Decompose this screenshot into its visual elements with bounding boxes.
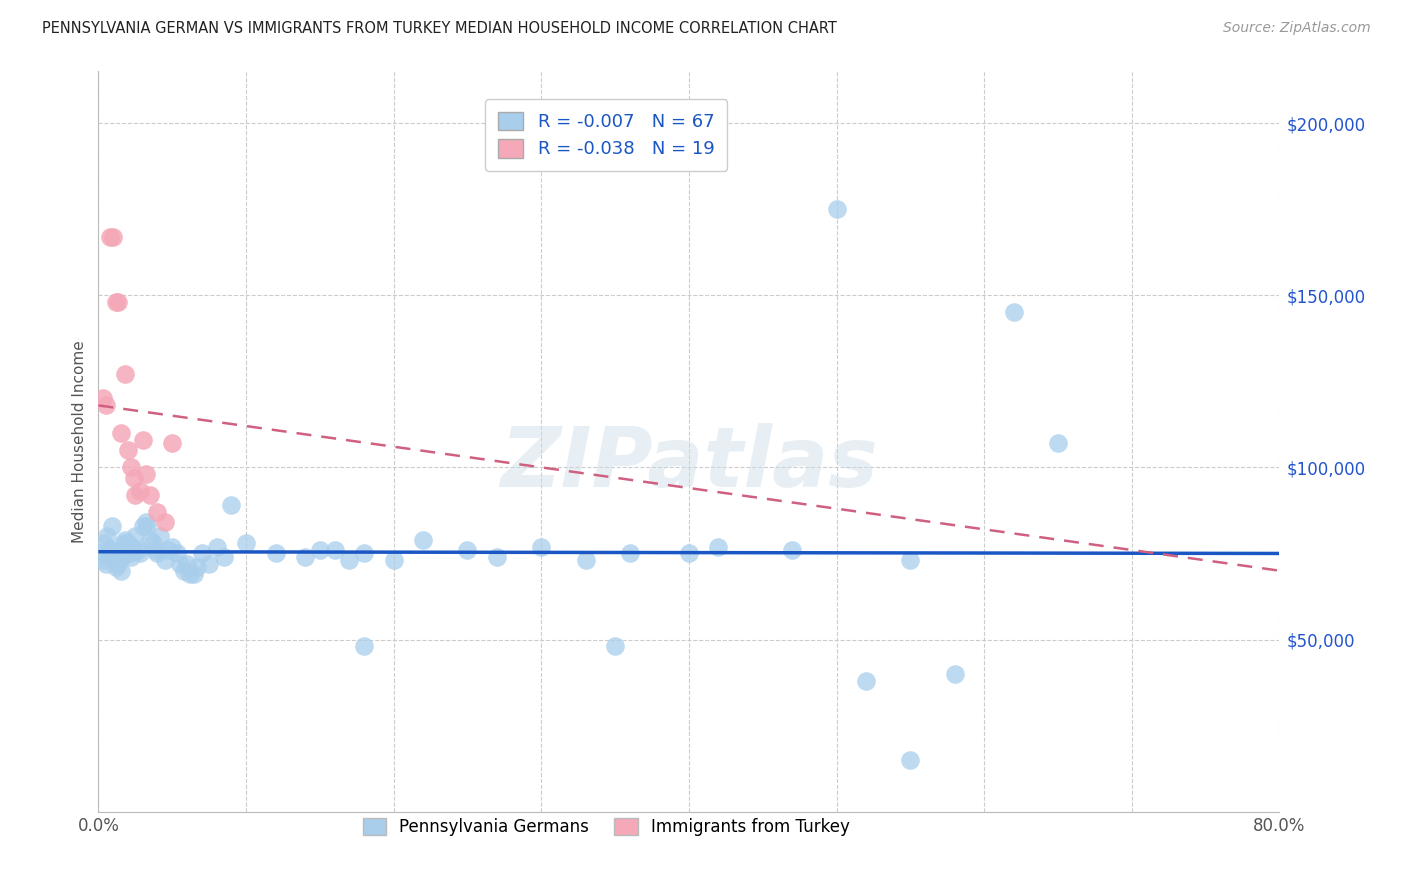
Point: [128, 484, 150, 499]
Point: [103, 543, 125, 558]
Point: [353, 640, 375, 654]
Point: [107, 557, 129, 571]
Point: [382, 553, 405, 567]
Text: ZIPatlas: ZIPatlas: [501, 423, 877, 504]
Point: [124, 488, 146, 502]
Point: [149, 529, 172, 543]
Point: [91, 553, 114, 567]
Point: [855, 673, 877, 688]
Point: [121, 540, 143, 554]
Point: [104, 546, 127, 560]
Legend: Pennsylvania Germans, Immigrants from Turkey: Pennsylvania Germans, Immigrants from Tu…: [354, 809, 858, 844]
Point: [186, 560, 208, 574]
Point: [120, 549, 142, 564]
Point: [105, 295, 128, 310]
Point: [135, 516, 157, 530]
Point: [97, 549, 120, 564]
Point: [943, 667, 966, 681]
Text: PENNSYLVANIA GERMAN VS IMMIGRANTS FROM TURKEY MEDIAN HOUSEHOLD INCOME CORRELATIO: PENNSYLVANIA GERMAN VS IMMIGRANTS FROM T…: [42, 21, 837, 37]
Point: [114, 533, 136, 547]
Point: [339, 553, 361, 567]
Point: [782, 543, 804, 558]
Point: [110, 425, 132, 440]
Point: [135, 467, 157, 482]
Point: [323, 543, 346, 558]
Point: [114, 368, 136, 382]
Point: [605, 640, 627, 654]
Point: [98, 543, 121, 558]
Point: [353, 546, 375, 560]
Point: [124, 529, 146, 543]
Point: [100, 519, 122, 533]
Point: [457, 543, 479, 558]
Point: [162, 436, 183, 450]
Point: [530, 540, 553, 554]
Point: [146, 546, 169, 560]
Point: [235, 536, 257, 550]
Point: [91, 392, 114, 406]
Point: [900, 553, 922, 567]
Point: [179, 567, 201, 582]
Point: [221, 498, 243, 512]
Point: [146, 505, 169, 519]
Point: [94, 557, 117, 571]
Point: [93, 536, 115, 550]
Point: [198, 557, 221, 571]
Point: [128, 546, 150, 560]
Point: [112, 536, 135, 550]
Point: [619, 546, 641, 560]
Point: [309, 543, 332, 558]
Point: [169, 557, 191, 571]
Point: [105, 560, 128, 574]
Point: [153, 553, 176, 567]
Point: [707, 540, 730, 554]
Point: [183, 567, 205, 582]
Point: [136, 519, 159, 533]
Point: [412, 533, 434, 547]
Point: [107, 295, 129, 310]
Point: [156, 543, 179, 558]
Point: [111, 549, 134, 564]
Point: [166, 546, 188, 560]
Point: [132, 433, 155, 447]
Point: [162, 540, 183, 554]
Point: [110, 564, 132, 578]
Point: [264, 546, 287, 560]
Point: [98, 229, 121, 244]
Point: [120, 460, 142, 475]
Point: [294, 549, 316, 564]
Point: [139, 533, 162, 547]
Point: [900, 753, 922, 767]
Point: [90, 546, 112, 560]
Point: [486, 549, 509, 564]
Y-axis label: Median Household Income: Median Household Income: [72, 340, 87, 543]
Point: [678, 546, 700, 560]
Point: [1002, 305, 1025, 319]
Point: [103, 229, 125, 244]
Point: [575, 553, 598, 567]
Point: [191, 546, 214, 560]
Point: [96, 529, 118, 543]
Point: [173, 564, 195, 578]
Text: Source: ZipAtlas.com: Source: ZipAtlas.com: [1223, 21, 1371, 36]
Point: [143, 543, 166, 558]
Point: [118, 546, 141, 560]
Point: [122, 471, 145, 485]
Point: [212, 549, 235, 564]
Point: [139, 488, 162, 502]
Point: [142, 536, 165, 550]
Point: [115, 543, 138, 558]
Point: [117, 443, 139, 458]
Point: [1046, 436, 1070, 450]
Point: [176, 557, 198, 571]
Point: [117, 536, 139, 550]
Point: [127, 543, 149, 558]
Point: [132, 519, 155, 533]
Point: [205, 540, 228, 554]
Point: [153, 516, 176, 530]
Point: [94, 398, 117, 412]
Point: [825, 202, 848, 216]
